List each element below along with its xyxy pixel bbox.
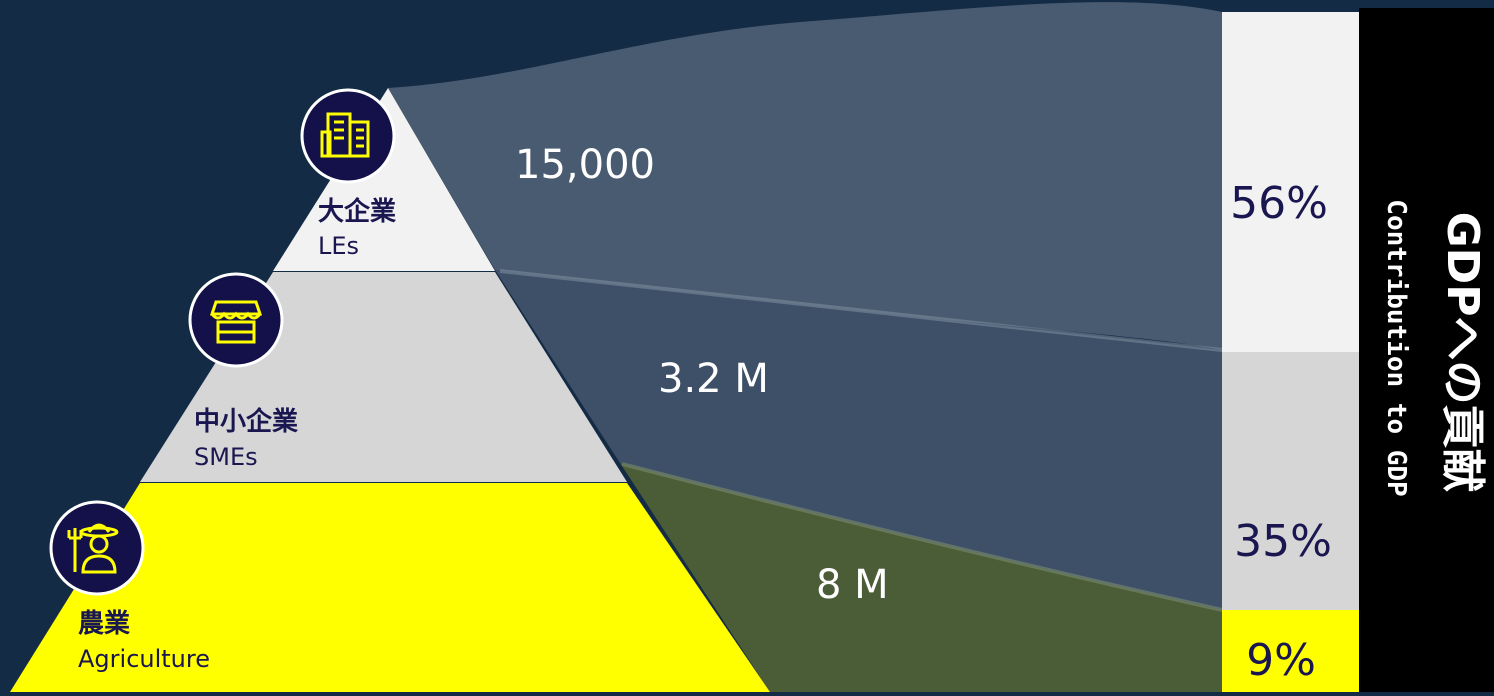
- flow-divider-lower: [621, 462, 1223, 612]
- gdp-banner: [1359, 8, 1494, 692]
- farmer-icon: [49, 500, 145, 596]
- storefront-icon: [188, 272, 284, 368]
- share-label-les: 56%: [1230, 178, 1328, 229]
- tier-les-label-ja: 大企業: [318, 196, 396, 227]
- count-les: 15,000: [515, 142, 655, 188]
- flow-divider-upper: [499, 269, 1223, 352]
- tier-smes-label-ja: 中小企業: [194, 406, 298, 437]
- office-buildings-icon: [300, 88, 396, 184]
- tier-les-label-en: LEs: [318, 232, 359, 260]
- tier-agriculture-label-ja: 農業: [78, 609, 130, 639]
- count-smes: 3.2 M: [658, 356, 769, 402]
- flow-agriculture: [620, 463, 1222, 692]
- flow-les: [388, 2, 1222, 350]
- tier-agriculture-label-en: Agriculture: [78, 645, 210, 673]
- tier-smes-label-en: SMEs: [194, 443, 258, 471]
- count-agriculture: 8 M: [816, 562, 889, 608]
- banner-title-en: Contribution to GDP: [1381, 199, 1411, 496]
- banner-title-ja: GDPへの貢献: [1437, 212, 1488, 493]
- share-bar-smes: [1222, 352, 1359, 610]
- pyramid-tier-les: [273, 88, 495, 271]
- share-bar-les: [1222, 12, 1359, 352]
- share-label-smes: 35%: [1234, 516, 1332, 567]
- share-bar-agriculture: [1222, 610, 1359, 692]
- share-label-agriculture: 9%: [1246, 635, 1316, 686]
- pyramid-tier-agriculture: [10, 483, 770, 692]
- flow-smes: [495, 270, 1222, 610]
